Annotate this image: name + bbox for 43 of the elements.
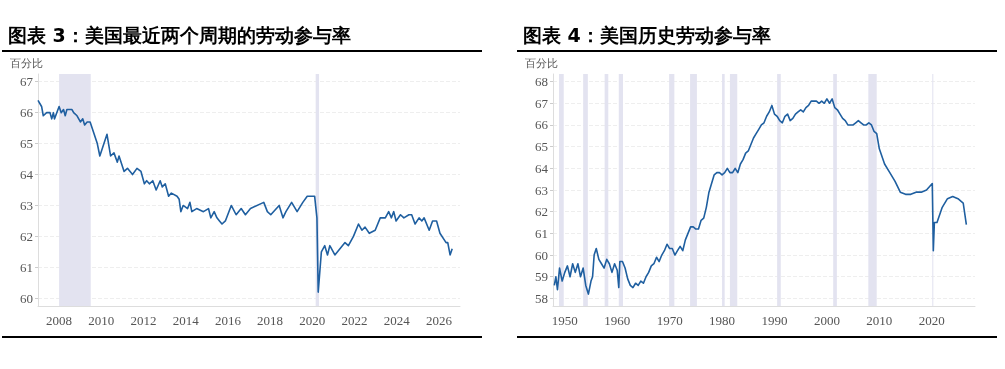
y-tick-label: 62 (535, 204, 548, 220)
x-tick-label: 2000 (813, 313, 840, 328)
y-tick-label: 62 (20, 228, 33, 244)
line-series (553, 98, 968, 295)
y-tick-label: 63 (20, 197, 33, 213)
chart-title: 图表 3：美国最近两个周期的劳动参与率 (2, 20, 482, 52)
y-tick-label: 65 (20, 136, 33, 152)
y-tick-label: 58 (535, 290, 548, 306)
x-tick-label: 2020 (918, 313, 945, 328)
x-tick-label: 2012 (130, 313, 157, 328)
chart-title: 图表 4：美国历史劳动参与率 (517, 20, 997, 52)
x-tick-label: 1990 (761, 313, 788, 328)
y-tick-label: 61 (20, 259, 33, 275)
y-tick-label: 64 (535, 160, 549, 176)
y-tick-label: 65 (535, 139, 548, 155)
x-tick-label: 2024 (383, 313, 411, 328)
y-tick-label: 60 (535, 247, 548, 263)
y-tick-label: 59 (535, 269, 548, 285)
x-tick-label: 2016 (214, 313, 242, 328)
x-tick-label: 1980 (709, 313, 736, 328)
y-tick-label: 66 (20, 105, 34, 121)
y-tick-label: 68 (535, 74, 548, 90)
x-tick-label: 1950 (551, 313, 578, 328)
y-axis-title: 百分比 (525, 56, 558, 69)
x-tick-label: 2026 (425, 313, 453, 328)
y-tick-label: 67 (20, 74, 34, 90)
y-tick-label: 64 (20, 167, 34, 183)
x-tick-label: 2014 (172, 313, 200, 328)
x-tick-label: 1960 (604, 313, 631, 328)
x-tick-label: 2020 (299, 313, 326, 328)
y-tick-label: 63 (535, 182, 548, 198)
x-tick-label: 2018 (257, 313, 284, 328)
x-tick-label: 2010 (866, 313, 893, 328)
x-tick-label: 2010 (88, 313, 115, 328)
x-tick-label: 1970 (656, 313, 683, 328)
y-tick-label: 66 (535, 117, 549, 133)
y-axis-title: 百分比 (10, 56, 43, 69)
y-tick-label: 67 (535, 95, 549, 111)
x-tick-label: 2008 (46, 313, 73, 328)
y-tick-label: 61 (535, 225, 548, 241)
y-tick-label: 60 (20, 290, 33, 306)
line-series (37, 99, 453, 293)
x-tick-label: 2022 (341, 313, 368, 328)
